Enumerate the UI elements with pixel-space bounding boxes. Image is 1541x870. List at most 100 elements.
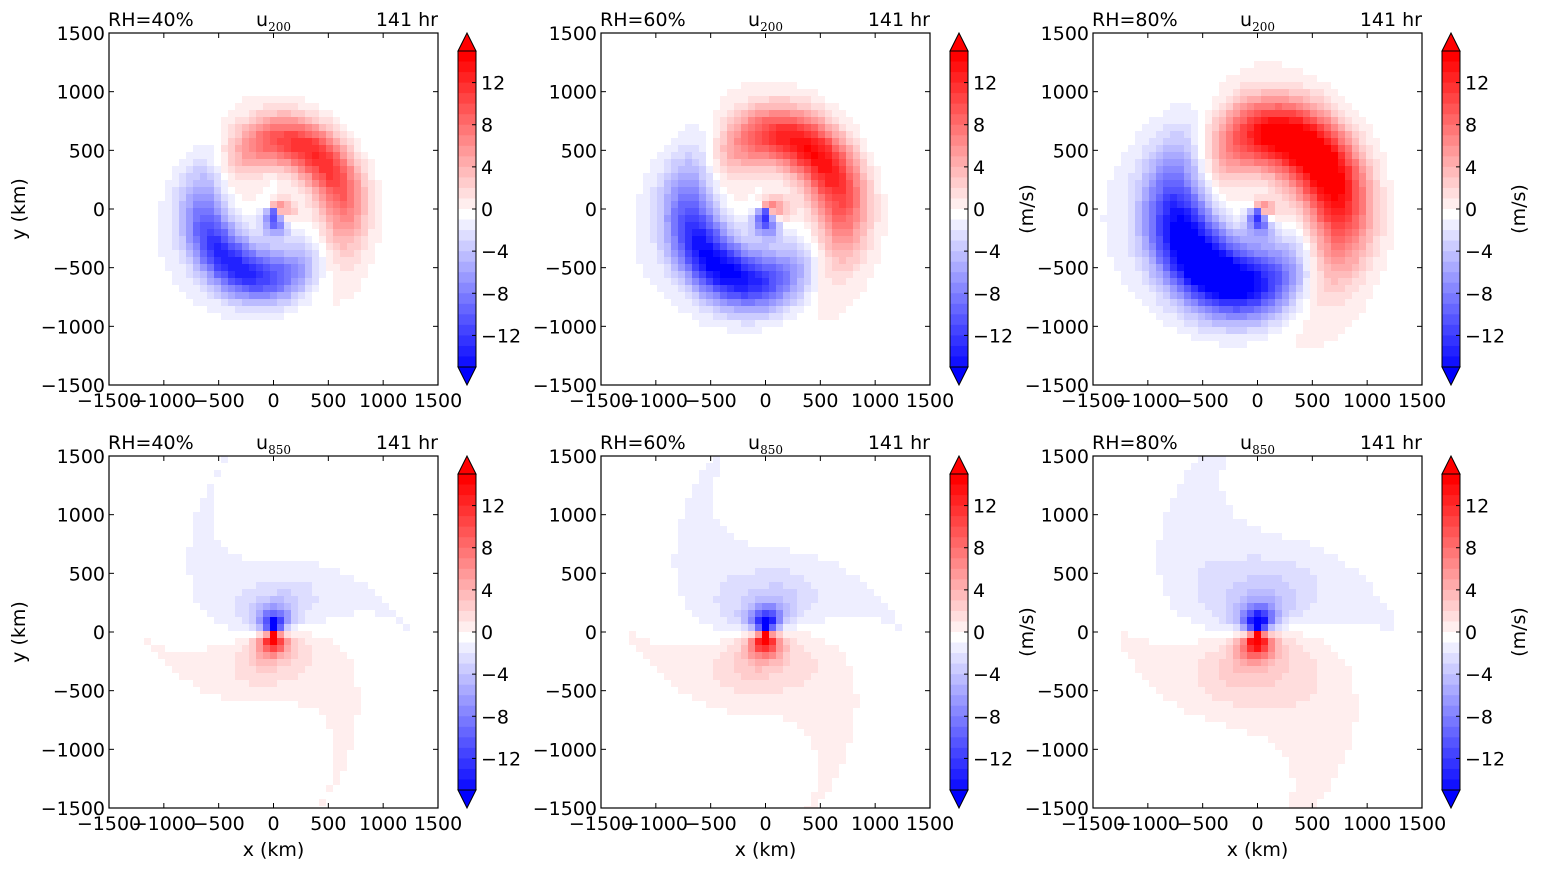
heatmap-cell (615, 103, 623, 111)
heatmap-cell (305, 362, 313, 370)
x-tick-label: 1500 (414, 390, 462, 412)
heatmap-cell (832, 383, 840, 386)
heatmap-cell (615, 145, 623, 153)
heatmap-cell (347, 327, 355, 335)
heatmap-cell (755, 68, 763, 76)
heatmap-cell (867, 215, 875, 223)
heatmap-cell (298, 341, 306, 349)
heatmap-cell (839, 229, 847, 237)
heatmap-cell (902, 159, 910, 167)
heatmap-cell (783, 243, 791, 251)
heatmap-cell (193, 40, 201, 48)
heatmap-cell (860, 82, 868, 90)
heatmap-cell (853, 201, 861, 209)
heatmap-cell (643, 33, 651, 41)
heatmap-cell (629, 250, 637, 258)
heatmap-cell (172, 89, 180, 97)
heatmap-cell (643, 369, 651, 377)
heatmap-cell (860, 194, 868, 202)
heatmap-cell (790, 61, 798, 69)
heatmap-cell (818, 285, 826, 293)
heatmap-cell (888, 320, 896, 328)
heatmap-cell (741, 334, 749, 342)
heatmap-cell (636, 348, 644, 356)
heatmap-cell (804, 201, 812, 209)
heatmap-cell (671, 75, 679, 83)
heatmap-cell (319, 152, 327, 160)
colorbar-band (458, 93, 476, 105)
heatmap-cell (116, 201, 124, 209)
heatmap-cell (692, 173, 700, 181)
heatmap-cell (298, 271, 306, 279)
colorbar-band (950, 145, 968, 157)
heatmap-cell (431, 243, 439, 251)
heatmap-cell (734, 348, 742, 356)
heatmap-cell (657, 201, 665, 209)
heatmap-cell (165, 194, 173, 202)
heatmap-cell (368, 208, 376, 216)
heatmap-cell (270, 313, 278, 321)
heatmap-cell (797, 75, 805, 83)
heatmap-cell (636, 215, 644, 223)
heatmap-cell (909, 166, 917, 174)
heatmap-cell (909, 299, 917, 307)
heatmap-cell (706, 194, 714, 202)
heatmap-cell (200, 278, 208, 286)
heatmap-cell (874, 166, 882, 174)
heatmap-cell (347, 313, 355, 321)
heatmap-cell (179, 348, 187, 356)
heatmap-cell (734, 362, 742, 370)
heatmap-cell (790, 250, 798, 258)
heatmap-cell (713, 131, 721, 139)
heatmap-cell (326, 152, 334, 160)
heatmap-cell (678, 327, 686, 335)
heatmap-cell (783, 250, 791, 258)
heatmap-cell (221, 229, 229, 237)
heatmap-cell (706, 124, 714, 132)
heatmap-cell (158, 145, 166, 153)
heatmap-cell (762, 103, 770, 111)
heatmap-cell (769, 243, 777, 251)
heatmap-cell (221, 180, 229, 188)
heatmap-cell (685, 341, 693, 349)
heatmap-cell (615, 222, 623, 230)
heatmap-cell (347, 103, 355, 111)
heatmap-cell (692, 320, 700, 328)
heatmap-cell (643, 355, 651, 363)
heatmap-cell (207, 292, 215, 300)
heatmap-cell (144, 75, 152, 83)
heatmap-cell (608, 376, 616, 384)
heatmap-cell (193, 47, 201, 55)
heatmap-cell (200, 124, 208, 132)
heatmap-cell (354, 257, 362, 265)
heatmap-cell (916, 82, 924, 90)
heatmap-cell (312, 138, 320, 146)
heatmap-cell (741, 285, 749, 293)
heatmap-cell (256, 215, 264, 223)
heatmap-cell (643, 180, 651, 188)
heatmap-cell (713, 341, 721, 349)
heatmap-cell (909, 201, 917, 209)
heatmap-cell (291, 320, 299, 328)
heatmap-cell (734, 299, 742, 307)
heatmap-cell (347, 145, 355, 153)
heatmap-cell (692, 138, 700, 146)
heatmap-cell (396, 229, 404, 237)
heatmap-cell (361, 348, 369, 356)
heatmap-cell (123, 89, 131, 97)
heatmap-cell (277, 138, 285, 146)
heatmap-cell (235, 138, 243, 146)
heatmap-cell (727, 236, 735, 244)
heatmap-cell (137, 257, 145, 265)
heatmap-cell (790, 96, 798, 104)
heatmap-cell (144, 166, 152, 174)
heatmap-cell (804, 33, 812, 41)
heatmap-cell (319, 131, 327, 139)
heatmap-cell (410, 334, 418, 342)
heatmap-cell (242, 33, 250, 41)
heatmap-cell (825, 201, 833, 209)
heatmap-cell (417, 40, 425, 48)
heatmap-cell (706, 138, 714, 146)
colorbar-band (950, 230, 968, 242)
heatmap-cell (207, 369, 215, 377)
